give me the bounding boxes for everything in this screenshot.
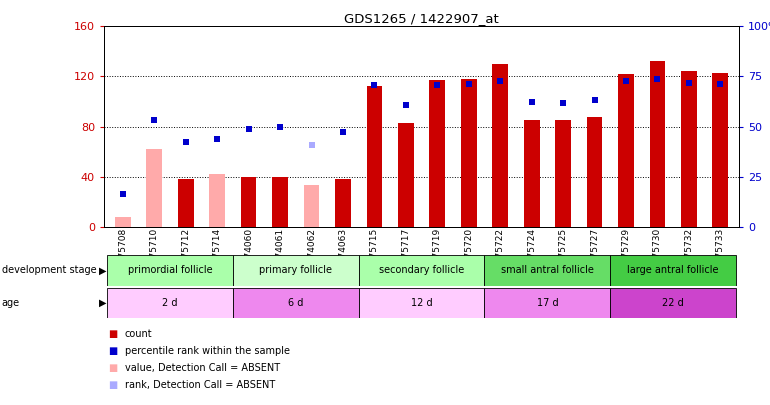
Bar — [233, 255, 359, 286]
Bar — [335, 179, 351, 227]
Text: large antral follicle: large antral follicle — [628, 265, 719, 275]
Bar — [681, 71, 697, 227]
Text: ■: ■ — [108, 363, 117, 373]
Text: age: age — [2, 298, 20, 308]
Text: ▶: ▶ — [99, 265, 106, 275]
Text: rank, Detection Call = ABSENT: rank, Detection Call = ABSENT — [125, 380, 275, 390]
Bar — [107, 255, 233, 286]
Text: 12 d: 12 d — [410, 298, 433, 308]
Bar — [359, 288, 484, 318]
Text: count: count — [125, 329, 152, 339]
Text: primordial follicle: primordial follicle — [128, 265, 213, 275]
Bar — [303, 185, 320, 227]
Text: 6 d: 6 d — [288, 298, 303, 308]
Bar — [209, 174, 225, 227]
Text: 17 d: 17 d — [537, 298, 558, 308]
Bar — [146, 149, 162, 227]
Bar — [484, 255, 611, 286]
Bar — [241, 177, 256, 227]
Bar — [273, 177, 288, 227]
Bar — [712, 72, 728, 227]
Bar — [107, 288, 233, 318]
Bar — [611, 288, 736, 318]
Text: ■: ■ — [108, 380, 117, 390]
Text: ▶: ▶ — [99, 298, 106, 308]
Bar — [618, 74, 634, 227]
Bar — [524, 120, 540, 227]
Text: secondary follicle: secondary follicle — [379, 265, 464, 275]
Bar — [233, 288, 359, 318]
Bar — [430, 80, 445, 227]
Text: 2 d: 2 d — [162, 298, 178, 308]
Bar — [178, 179, 193, 227]
Title: GDS1265 / 1422907_at: GDS1265 / 1422907_at — [344, 12, 499, 25]
Bar — [359, 255, 484, 286]
Bar — [115, 217, 131, 227]
Text: development stage: development stage — [2, 265, 96, 275]
Bar — [461, 79, 477, 227]
Bar — [611, 255, 736, 286]
Text: ■: ■ — [108, 329, 117, 339]
Text: 22 d: 22 d — [662, 298, 684, 308]
Bar — [367, 86, 382, 227]
Text: value, Detection Call = ABSENT: value, Detection Call = ABSENT — [125, 363, 280, 373]
Bar — [650, 62, 665, 227]
Bar — [492, 64, 508, 227]
Text: small antral follicle: small antral follicle — [501, 265, 594, 275]
Bar — [587, 117, 602, 227]
Text: primary follicle: primary follicle — [259, 265, 333, 275]
Bar — [484, 288, 611, 318]
Bar — [555, 120, 571, 227]
Text: percentile rank within the sample: percentile rank within the sample — [125, 346, 290, 356]
Text: ■: ■ — [108, 346, 117, 356]
Bar — [398, 123, 413, 227]
